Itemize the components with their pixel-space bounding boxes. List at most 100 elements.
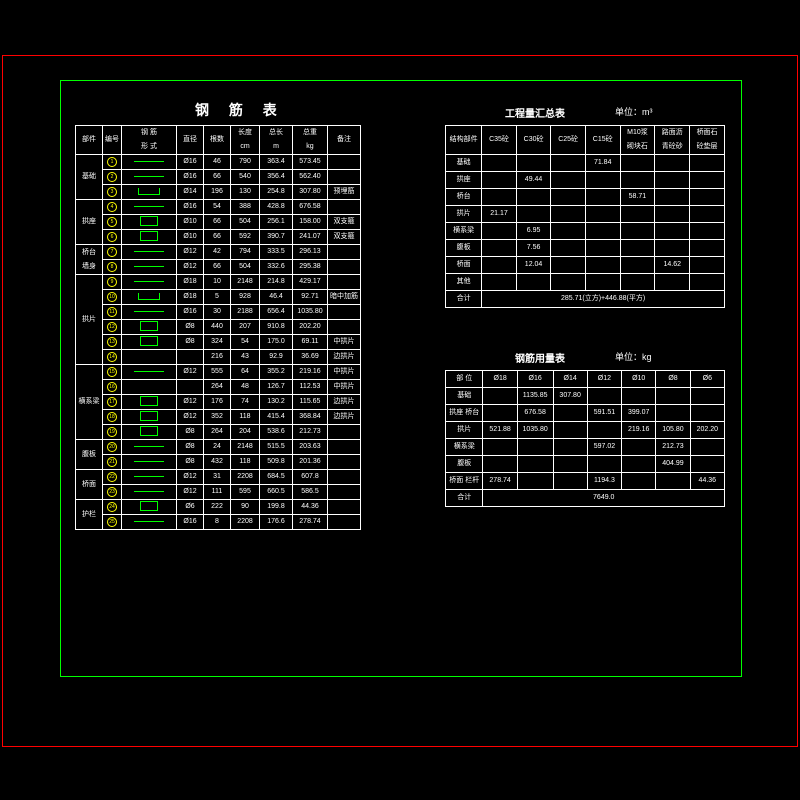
weight: 607.8	[293, 470, 328, 485]
main-header: 根数	[204, 126, 231, 155]
qty-header: C35砼	[482, 126, 517, 155]
main-header: 钢 筋形 式	[122, 126, 177, 155]
usage-cell	[553, 422, 587, 439]
count: 66	[204, 170, 231, 185]
usage-cell: 拱片	[446, 422, 483, 439]
length: 130	[231, 185, 260, 200]
rebar-shape	[122, 155, 177, 170]
rebar-shape	[122, 485, 177, 500]
usage-header: Ø6	[690, 371, 724, 388]
usage-cell	[553, 405, 587, 422]
main-title: 钢 筋 表	[195, 100, 285, 120]
table-row: 基础1Ø1646790363.4573.45	[76, 155, 361, 170]
qty-cell: 腹板	[446, 240, 482, 257]
main-header: 部件	[76, 126, 103, 155]
diameter: Ø18	[177, 275, 204, 290]
total-length: 538.6	[260, 425, 293, 440]
usage-cell	[690, 388, 724, 405]
count: 30	[204, 305, 231, 320]
qty-cell	[551, 172, 586, 189]
diameter: Ø12	[177, 395, 204, 410]
diameter: Ø16	[177, 305, 204, 320]
usage-cell	[587, 422, 621, 439]
usage-cell	[553, 439, 587, 456]
weight: 201.36	[293, 455, 328, 470]
qty-cell	[655, 206, 690, 223]
qty-cell	[690, 206, 725, 223]
rebar-number: 20	[103, 440, 122, 455]
qty-cell: 21.17	[482, 206, 517, 223]
rebar-number: 14	[103, 350, 122, 365]
length: 928	[231, 290, 260, 305]
qty-cell: 拱片	[446, 206, 482, 223]
usage-title: 钢筋用量表	[515, 350, 565, 365]
rebar-shape	[122, 380, 177, 395]
usage-header: Ø12	[587, 371, 621, 388]
part-cell: 拱座	[76, 200, 103, 245]
note	[328, 470, 361, 485]
table-row: 3Ø14196130254.8307.80预埋筋	[76, 185, 361, 200]
total-value: 7649.0	[483, 490, 725, 507]
qty-cell	[585, 223, 620, 240]
qty-cell: 58.71	[620, 189, 655, 206]
rebar-shape	[122, 245, 177, 260]
diameter: Ø8	[177, 455, 204, 470]
usage-cell	[656, 405, 690, 422]
rebar-table: 部件编号钢 筋形 式直径根数长度cm总长m总重kg备注基础1Ø164679036…	[75, 125, 361, 530]
total-length: 92.9	[260, 350, 293, 365]
count: 46	[204, 155, 231, 170]
qty-cell	[655, 223, 690, 240]
note: 预埋筋	[328, 185, 361, 200]
qty-cell	[551, 240, 586, 257]
usage-cell	[690, 456, 724, 473]
part-cell: 桥面	[76, 470, 103, 500]
note	[328, 320, 361, 335]
usage-unit: 单位：kg	[615, 350, 652, 363]
length: 2208	[231, 515, 260, 530]
count: 264	[204, 380, 231, 395]
rebar-shape	[122, 440, 177, 455]
weight: 429.17	[293, 275, 328, 290]
table-row: 2Ø1666540356.4562.40	[76, 170, 361, 185]
qty-cell: 基础	[446, 155, 482, 172]
usage-cell	[483, 388, 517, 405]
length: 540	[231, 170, 260, 185]
count: 24	[204, 440, 231, 455]
total-length: 515.5	[260, 440, 293, 455]
length: 2148	[231, 275, 260, 290]
qty-cell	[655, 240, 690, 257]
table-row: 11Ø16302188656.41035.80	[76, 305, 361, 320]
rebar-shape	[122, 335, 177, 350]
usage-cell	[587, 388, 621, 405]
table-row: 横系梁15Ø1255564355.2219.16中拱片	[76, 365, 361, 380]
length: 2188	[231, 305, 260, 320]
weight: 112.53	[293, 380, 328, 395]
total-length: 390.7	[260, 230, 293, 245]
qty-cell: 拱座	[446, 172, 482, 189]
rebar-number: 4	[103, 200, 122, 215]
qty-cell	[482, 223, 517, 240]
table-row: 19Ø8264204538.6212.73	[76, 425, 361, 440]
length: 592	[231, 230, 260, 245]
total-length: 130.2	[260, 395, 293, 410]
qty-cell	[482, 155, 517, 172]
table-row: 拱座49.44	[446, 172, 725, 189]
usage-cell: 307.80	[553, 388, 587, 405]
table-row: 桥台墙身7Ø1242794333.5296.13	[76, 245, 361, 260]
qty-cell: 71.84	[585, 155, 620, 172]
usage-cell	[553, 473, 587, 490]
length: 504	[231, 260, 260, 275]
table-row: 5Ø1066504256.1158.00双支箍	[76, 215, 361, 230]
note	[328, 455, 361, 470]
table-row: 腹板20Ø8242148515.5203.63	[76, 440, 361, 455]
note	[328, 260, 361, 275]
rebar-shape	[122, 200, 177, 215]
total-length: 415.4	[260, 410, 293, 425]
table-row: 12Ø8440207910.8202.20	[76, 320, 361, 335]
qty-cell	[551, 257, 586, 274]
qty-cell: 14.62	[655, 257, 690, 274]
weight: 1035.80	[293, 305, 328, 320]
rebar-number: 22	[103, 470, 122, 485]
count: 111	[204, 485, 231, 500]
usage-cell	[690, 439, 724, 456]
